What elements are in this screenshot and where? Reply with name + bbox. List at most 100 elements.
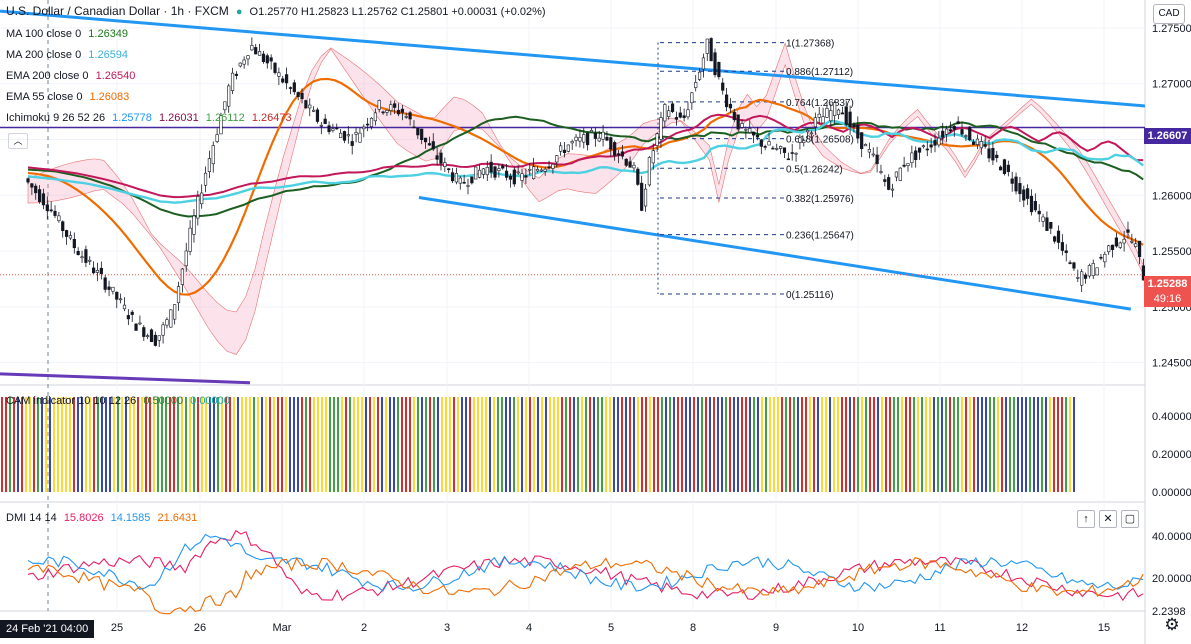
candle-body xyxy=(983,144,987,147)
candle-body xyxy=(184,250,188,267)
indicator-ichimoku[interactable]: Ichimoku 9 26 52 26 1.25778 1.26031 1.26… xyxy=(6,112,296,124)
candle-body xyxy=(794,152,798,155)
candle-body xyxy=(250,45,254,51)
candle-body xyxy=(597,137,601,142)
time-tick-label: 8 xyxy=(690,622,696,634)
candle-body xyxy=(647,157,651,186)
time-tick-label: 12 xyxy=(1016,622,1028,634)
candle-body xyxy=(331,128,335,131)
candle-body xyxy=(64,230,69,237)
cam-legend[interactable]: CAM indicator 10 10 12 26 0.50000 0.0000… xyxy=(6,395,234,407)
candle-body xyxy=(670,103,675,112)
fib-level-label: 1(1.27368) xyxy=(786,39,834,50)
candle-body xyxy=(485,167,489,176)
candle-body xyxy=(142,327,146,337)
candle-body xyxy=(80,256,84,259)
candle-body xyxy=(1010,178,1014,184)
candle-body xyxy=(169,309,173,328)
candle-body xyxy=(26,178,30,183)
collapse-legend-button[interactable]: ︿ xyxy=(8,133,28,149)
candle-body xyxy=(296,92,300,98)
candle-body xyxy=(462,181,466,184)
candle-body xyxy=(53,210,57,216)
candle-body xyxy=(1103,253,1107,263)
candle-body xyxy=(1041,216,1045,222)
candle-body xyxy=(1045,217,1049,231)
candle-body xyxy=(555,155,559,163)
candle-body xyxy=(593,132,597,139)
indicator-ema55[interactable]: EMA 55 close 0 1.26083 xyxy=(6,91,133,103)
candle-body xyxy=(914,150,918,160)
candle-body xyxy=(779,146,783,149)
candle-body xyxy=(273,62,277,73)
candle-body xyxy=(910,152,914,163)
indicator-label: EMA 55 close 0 xyxy=(6,91,83,103)
candle-body xyxy=(651,150,655,164)
candle-body xyxy=(57,215,61,221)
candle-body xyxy=(335,127,339,130)
candle-body xyxy=(752,131,756,136)
candle-body xyxy=(412,126,416,129)
candle-body xyxy=(674,117,679,120)
axes: 1.275001.270001.265001.260001.255001.250… xyxy=(111,23,1191,634)
candle-body xyxy=(215,134,219,143)
candle-body xyxy=(713,52,717,76)
indicator-ma100[interactable]: MA 100 close 0 1.26349 xyxy=(6,28,132,40)
candle-body xyxy=(165,319,169,326)
indicator-value: 1.26112 xyxy=(205,112,245,124)
candle-body xyxy=(497,168,501,172)
candle-body xyxy=(157,335,161,341)
candle-body xyxy=(61,221,65,232)
visibility-dot-icon[interactable]: ● xyxy=(235,6,243,18)
candle-body xyxy=(130,311,134,315)
candle-body xyxy=(574,136,578,141)
candle-body xyxy=(782,147,787,153)
candle-body xyxy=(238,62,242,67)
ichimoku-cloud xyxy=(27,42,1145,355)
candle-body xyxy=(312,109,316,112)
indicator-ema200[interactable]: EMA 200 close 0 1.26540 xyxy=(6,70,139,82)
trendline-old xyxy=(0,372,251,385)
maximize-pane-icon[interactable]: ▢ xyxy=(1121,510,1139,528)
candle-body xyxy=(871,153,875,156)
candle-body xyxy=(678,112,682,118)
candle-body xyxy=(323,118,327,124)
move-pane-up-icon[interactable]: ↑ xyxy=(1077,510,1095,528)
candle-body xyxy=(49,209,53,212)
candle-body xyxy=(1006,164,1010,173)
dmi-tick-label: 2.2398 xyxy=(1152,606,1186,618)
indicator-ma200[interactable]: MA 200 close 0 1.26594 xyxy=(6,49,132,61)
candle-body xyxy=(906,163,910,166)
candle-body xyxy=(366,123,370,126)
hline-price-tag: 1.26607 xyxy=(1144,128,1191,144)
candle-body xyxy=(941,130,945,138)
candle-body xyxy=(771,147,775,150)
time-tick-label: 3 xyxy=(444,622,450,634)
dmi-legend[interactable]: DMI 14 14 15.8026 14.1585 21.6431 xyxy=(6,512,201,524)
candle-body xyxy=(354,132,358,135)
candle-body xyxy=(821,116,825,124)
settings-gear-icon[interactable]: ⚙ xyxy=(1164,615,1180,634)
fib-level-label: 0.886(1.27112) xyxy=(786,67,853,78)
time-tick-label: 11 xyxy=(934,622,945,634)
candle-body xyxy=(991,148,995,161)
candle-body xyxy=(447,168,451,170)
candle-body xyxy=(1091,263,1095,276)
candle-body xyxy=(1099,256,1103,259)
candle-body xyxy=(450,172,455,182)
candle-body xyxy=(211,145,215,165)
close-pane-icon[interactable]: ✕ xyxy=(1099,510,1117,528)
candle-body xyxy=(624,158,628,166)
candle-body xyxy=(686,109,690,118)
candle-body xyxy=(833,102,837,116)
currency-badge[interactable]: CAD xyxy=(1153,4,1185,24)
candle-body xyxy=(570,141,574,144)
candle-body xyxy=(1076,277,1080,279)
candle-body xyxy=(107,286,111,290)
candle-body xyxy=(894,171,899,178)
candle-body xyxy=(937,137,941,146)
fib-level-label: 0.382(1.25976) xyxy=(786,194,854,205)
dmi-series-line xyxy=(27,556,1144,615)
fib-level-label: 0.618(1.26508) xyxy=(786,135,854,146)
